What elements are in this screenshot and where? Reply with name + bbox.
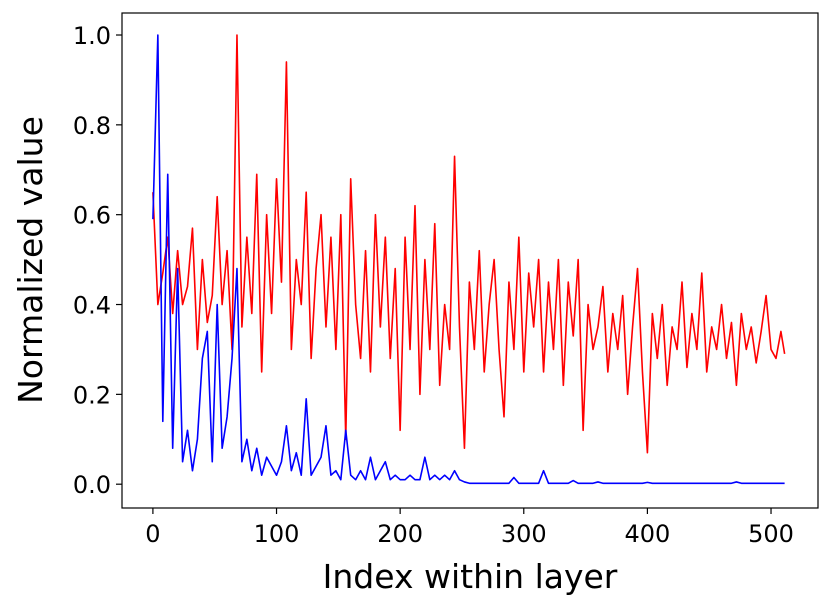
y-tick-label: 0.4 — [73, 292, 111, 320]
x-tick-label: 400 — [624, 520, 670, 548]
x-tick-label: 100 — [254, 520, 300, 548]
x-tick-label: 500 — [748, 520, 794, 548]
x-tick-label: 0 — [145, 520, 160, 548]
data-line — [152, 34, 785, 485]
y-tick-label: 0.2 — [73, 381, 111, 409]
x-tick-label: 200 — [377, 520, 423, 548]
plot-frame — [121, 12, 819, 509]
y-tick-label: 0.6 — [73, 202, 111, 230]
x-axis-label: Index within layer — [323, 557, 618, 596]
y-tick-label: 0.0 — [73, 471, 111, 499]
x-tick-label: 300 — [501, 520, 547, 548]
data-line — [152, 34, 786, 454]
y-tick-label: 0.8 — [73, 112, 111, 140]
y-axis-label: Normalized value — [11, 116, 50, 404]
y-tick-label: 1.0 — [73, 22, 111, 50]
